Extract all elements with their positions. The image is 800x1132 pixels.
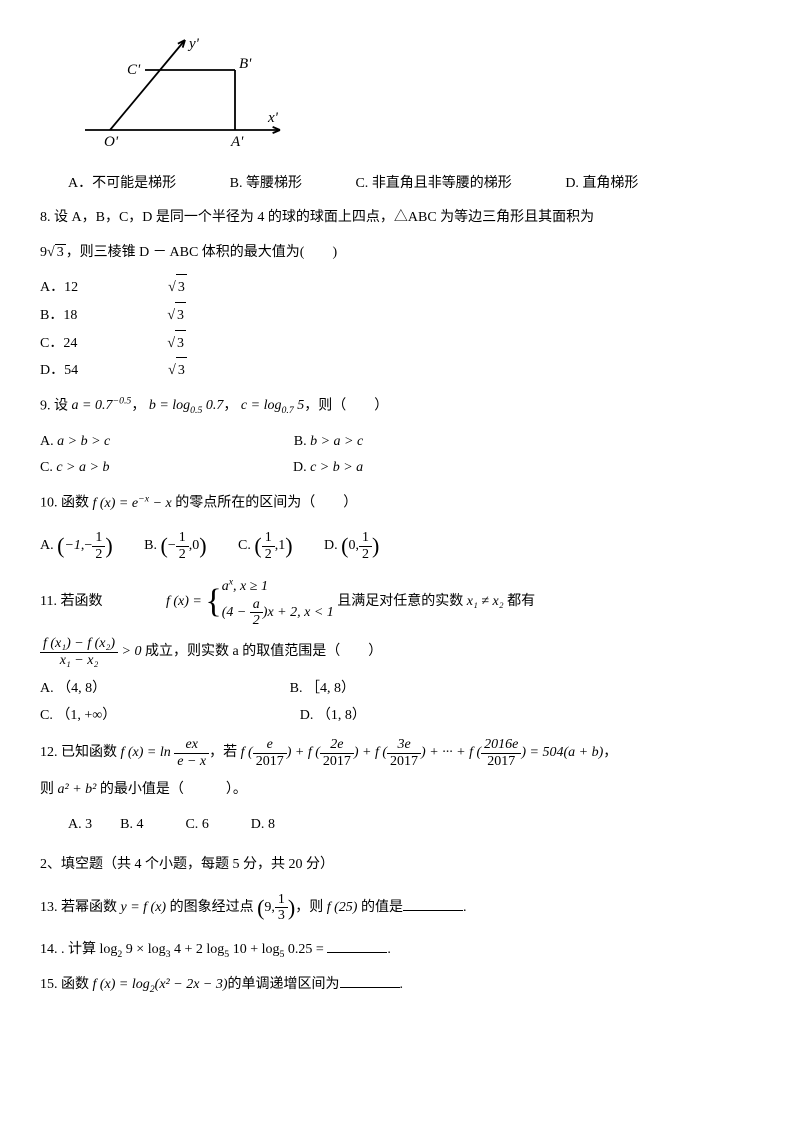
- q7-diagram: O' A' B' C' x' y': [80, 30, 760, 161]
- q13: 13. 若幂函数 y = f (x) 的图象经过点 (9,13)，则 f (25…: [40, 887, 760, 929]
- q12-tail: 则 a² + b² 的最小值是（ ）。: [40, 777, 760, 804]
- q11-stem: 11. 若函数 f (x) = { ax, x ≥ 1 (4 − a2)x + …: [40, 575, 760, 628]
- opt-B: 等腰梯形: [246, 171, 302, 198]
- q12-stem: 12. 已知函数 f (x) = ln exe − x，若 f (e2017) …: [40, 737, 760, 769]
- q11-options: A. （4, 8） B. ［4, 8） C. （1, +∞） D. （1, 8）: [40, 676, 760, 729]
- q10-options: A. (−1,−12) B. (−12,0) C. (12,1) D. (0,1…: [40, 525, 760, 567]
- opt-C: 非直角且非等腰的梯形: [372, 171, 512, 198]
- q8-stem1: 8. 设 A，B，C，D 是同一个半径为 4 的球的球面上四点，△ABC 为等边…: [40, 205, 760, 232]
- q12-options: A. 3 B. 4 C. 6 D. 8: [40, 812, 760, 839]
- svg-text:B': B': [239, 56, 252, 72]
- q9-stem: 9. 设 a = 0.7−0.5， b = log0.5 0.7， c = lo…: [40, 393, 760, 421]
- q9-options: A. a > b > c B. b > a > c C. c > a > b D…: [40, 429, 760, 482]
- q8-options: A．123 B．183 C．243 D．543: [40, 274, 760, 384]
- q14: 14. . 计算 log2 9 × log3 4 + 2 log5 10 + l…: [40, 937, 760, 964]
- svg-text:A': A': [230, 134, 244, 150]
- section2-title: 2、填空题（共 4 个小题，每题 5 分，共 20 分）: [40, 852, 760, 879]
- q8-stem2: 93，则三棱锥 D － ABC 体积的最大值为( ): [40, 240, 760, 267]
- svg-text:y': y': [187, 36, 200, 52]
- q15: 15. 函数 f (x) = log2(x² − 2x − 3)的单调递增区间为…: [40, 972, 760, 999]
- q11-cond: f (x₁) − f (x₂)x₁ − x₂ > 0 成立，则实数 a 的取值范…: [40, 636, 760, 668]
- q7-options: A．不可能是梯形 B. 等腰梯形 C. 非直角且非等腰的梯形 D. 直角梯形: [40, 171, 760, 198]
- svg-text:C': C': [127, 62, 141, 78]
- opt-A: 不可能是梯形: [92, 171, 176, 198]
- svg-text:O': O': [104, 134, 119, 150]
- opt-D: 直角梯形: [582, 171, 638, 198]
- q10-stem: 10. 函数 f (x) = e−x − x 的零点所在的区间为（ ）: [40, 490, 760, 517]
- svg-text:x': x': [267, 110, 279, 126]
